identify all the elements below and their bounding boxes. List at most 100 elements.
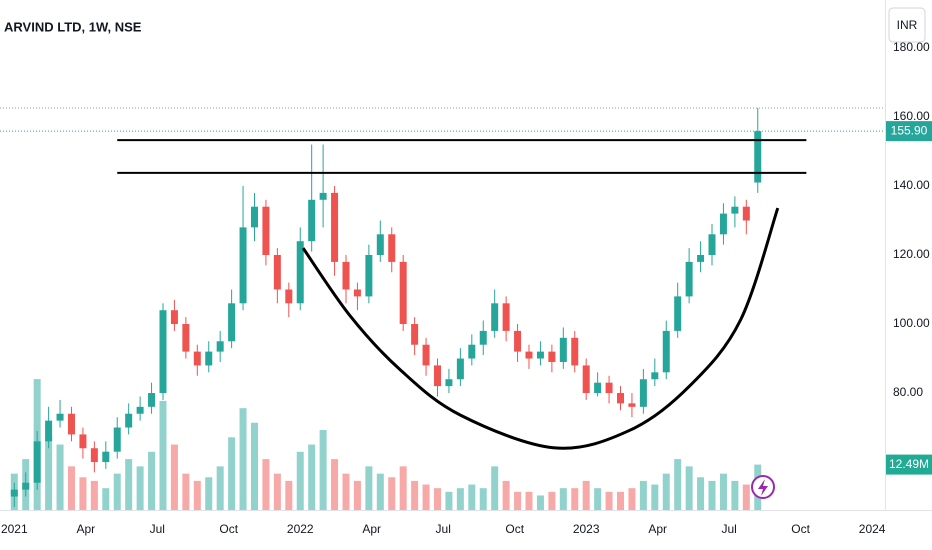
candle-body bbox=[193, 351, 201, 366]
candle-body bbox=[102, 451, 110, 463]
x-tick-label: Oct bbox=[791, 522, 810, 536]
candle-body bbox=[559, 337, 567, 362]
x-tick-label: 2023 bbox=[573, 522, 600, 536]
volume-bar bbox=[582, 480, 590, 510]
volume-bar bbox=[90, 480, 98, 510]
candle-body bbox=[125, 413, 133, 428]
y-tick-label: 180.00 bbox=[893, 40, 930, 54]
x-tick-label: Apr bbox=[648, 522, 667, 536]
volume-bar bbox=[605, 491, 613, 510]
candle-body bbox=[250, 206, 258, 228]
volume-bar bbox=[651, 484, 659, 510]
lightning-icon[interactable] bbox=[751, 475, 775, 499]
x-tick-label: Apr bbox=[362, 522, 381, 536]
volume-bar bbox=[273, 473, 281, 510]
y-tick-label: 80.00 bbox=[893, 385, 923, 399]
candle-body bbox=[514, 330, 522, 352]
y-tick-label: 160.00 bbox=[893, 109, 930, 123]
candle-body bbox=[742, 206, 750, 221]
candle-body bbox=[697, 255, 705, 262]
volume-bar bbox=[331, 459, 339, 510]
x-tick-label: Jul bbox=[721, 522, 736, 536]
volume-bar bbox=[411, 480, 419, 510]
volume-bar bbox=[491, 466, 499, 510]
volume-bar bbox=[365, 466, 373, 510]
volume-bar bbox=[399, 466, 407, 510]
candle-body bbox=[468, 344, 476, 359]
candle-body bbox=[628, 403, 636, 407]
candle-body bbox=[228, 303, 236, 342]
candle-body bbox=[33, 441, 41, 483]
y-tick-label: 140.00 bbox=[893, 178, 930, 192]
candle-body bbox=[674, 296, 682, 331]
candle-body bbox=[548, 351, 556, 362]
volume-bar bbox=[639, 480, 647, 510]
icon-bolt[interactable] bbox=[758, 479, 768, 496]
candle-body bbox=[205, 351, 213, 366]
candle-body bbox=[67, 413, 75, 435]
chart-title: ARVIND LTD, 1W, NSE bbox=[4, 19, 142, 34]
volume-bar bbox=[216, 466, 224, 510]
candle-body bbox=[617, 393, 625, 404]
volume-bar bbox=[708, 480, 716, 510]
currency-button[interactable] bbox=[888, 7, 926, 43]
volume-bar bbox=[296, 451, 304, 510]
volume-bar bbox=[685, 466, 693, 510]
volume-bar bbox=[388, 477, 396, 510]
volume-bar bbox=[548, 491, 556, 510]
candle-body bbox=[754, 131, 762, 183]
candle-body bbox=[262, 206, 270, 255]
y-tick-label: 120.00 bbox=[893, 247, 930, 261]
candle-body bbox=[525, 351, 533, 359]
candle-body bbox=[376, 234, 384, 255]
candle-body bbox=[56, 413, 64, 421]
volume-bar bbox=[262, 459, 270, 510]
candle-body bbox=[731, 206, 739, 214]
candle-body bbox=[182, 324, 190, 352]
candle-body bbox=[353, 289, 361, 297]
volume-bar bbox=[250, 422, 258, 510]
volume-bar bbox=[205, 477, 213, 510]
plot bbox=[0, 107, 885, 510]
candle-body bbox=[708, 234, 716, 255]
candle-body bbox=[582, 365, 590, 394]
volume-bar bbox=[136, 466, 144, 510]
candle-body bbox=[331, 192, 339, 262]
candle-body bbox=[365, 255, 373, 297]
candle-body bbox=[90, 448, 98, 463]
volume-bar bbox=[56, 444, 64, 510]
cup-curve bbox=[301, 207, 780, 450]
volume-bar bbox=[125, 459, 133, 510]
volume-bar bbox=[342, 473, 350, 510]
candle-body bbox=[639, 379, 647, 407]
x-tick-label: Jul bbox=[150, 522, 165, 536]
candle-body bbox=[319, 192, 327, 200]
volume-bar bbox=[514, 491, 522, 510]
candle-body bbox=[422, 344, 430, 366]
currency-label[interactable]: INR bbox=[897, 18, 918, 32]
volume-bar bbox=[536, 495, 544, 510]
volume-bar bbox=[422, 484, 430, 510]
candle-body bbox=[22, 482, 30, 490]
candle-body bbox=[170, 310, 178, 325]
candle-body bbox=[148, 393, 156, 407]
volume-bar bbox=[228, 437, 236, 510]
candle-body bbox=[388, 234, 396, 262]
candle-body bbox=[536, 351, 544, 359]
volume-bar bbox=[445, 491, 453, 510]
volume-bar bbox=[502, 480, 510, 510]
volume-bar bbox=[468, 484, 476, 510]
candle-body bbox=[10, 489, 18, 497]
candle-body bbox=[216, 341, 224, 352]
candle-body bbox=[719, 213, 727, 235]
candle-body bbox=[159, 310, 167, 394]
volume-bar bbox=[308, 444, 316, 510]
volume-bar bbox=[353, 480, 361, 510]
volume-bar bbox=[433, 488, 441, 510]
candle-body bbox=[651, 372, 659, 380]
candle-body bbox=[605, 382, 613, 394]
volume-bar bbox=[319, 430, 327, 510]
candle-body bbox=[456, 358, 464, 380]
